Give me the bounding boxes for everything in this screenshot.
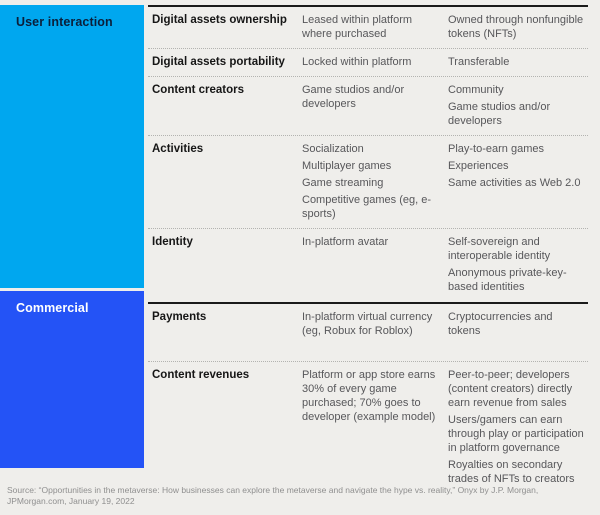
table-row: Digital assets ownership Leased within p… bbox=[148, 7, 588, 48]
feature-label: Identity bbox=[152, 236, 193, 248]
web2-cell: Locked within platform bbox=[302, 56, 412, 68]
table-row: Content revenues Platform or app store e… bbox=[148, 361, 588, 493]
table-row: Identity In-platform avatar Self-soverei… bbox=[148, 228, 588, 301]
web2-cell: Platform or app store earns 30% of every… bbox=[302, 369, 436, 423]
web3-cell: Owned through nonfungible tokens (NFTs) bbox=[448, 14, 584, 40]
web2-cell: Game studios and/or developers bbox=[302, 84, 405, 110]
feature-label: Payments bbox=[152, 311, 207, 323]
feature-label: Digital assets ownership bbox=[152, 14, 287, 26]
comparison-table: Digital assets ownership Leased within p… bbox=[148, 5, 588, 493]
web3-cell: Peer-to-peer; developers (content creato… bbox=[448, 369, 584, 485]
table-section-user-interaction: Digital assets ownership Leased within p… bbox=[148, 5, 588, 301]
web3-cell: Community Game studios and/or developers bbox=[448, 84, 551, 127]
web3-cell: Play-to-earn games Experiences Same acti… bbox=[448, 143, 581, 189]
section-label-commercial: Commercial bbox=[16, 301, 89, 315]
table-row: Activities Socialization Multiplayer gam… bbox=[148, 135, 588, 228]
section-block-user-interaction: User interaction bbox=[0, 5, 144, 288]
feature-label: Content creators bbox=[152, 84, 245, 96]
section-label-user-interaction: User interaction bbox=[16, 15, 113, 29]
web2-cell: In-platform virtual currency (eg, Robux … bbox=[302, 311, 433, 337]
web2-cell: Leased within platform where purchased bbox=[302, 14, 413, 40]
web2-cell: In-platform avatar bbox=[302, 236, 389, 248]
table-row: Payments In-platform virtual currency (e… bbox=[148, 304, 588, 361]
feature-label: Activities bbox=[152, 143, 204, 155]
table-row: Content creators Game studios and/or dev… bbox=[148, 76, 588, 135]
web3-cell: Transferable bbox=[448, 56, 510, 68]
section-block-commercial: Commercial bbox=[0, 291, 144, 468]
web3-cell: Cryptocurrencies and tokens bbox=[448, 311, 553, 337]
feature-label: Digital assets portability bbox=[152, 56, 285, 68]
source-citation: Source: “Opportunities in the metaverse:… bbox=[7, 485, 539, 506]
web3-cell: Self-sovereign and interoperable identit… bbox=[448, 236, 567, 293]
table-row: Digital assets portability Locked within… bbox=[148, 48, 588, 76]
table-section-commercial: Payments In-platform virtual currency (e… bbox=[148, 302, 588, 493]
web2-cell: Socialization Multiplayer games Game str… bbox=[302, 143, 431, 220]
feature-label: Content revenues bbox=[152, 369, 250, 381]
